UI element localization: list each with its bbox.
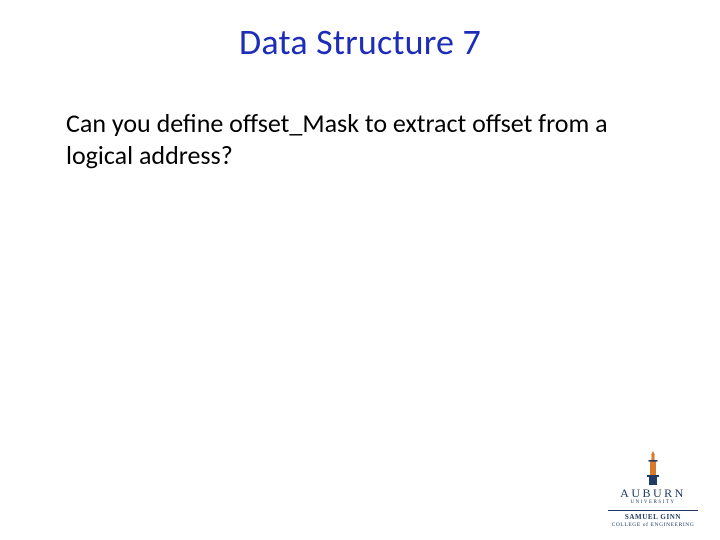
slide-title: Data Structure 7 — [0, 20, 720, 64]
tower-icon — [642, 451, 664, 485]
logo-university-sub: UNIVERSITY — [598, 500, 708, 505]
logo-divider — [608, 510, 698, 511]
university-logo: AUBURN UNIVERSITY SAMUEL GINN COLLEGE of… — [598, 451, 708, 528]
logo-college-line1: SAMUEL GINN — [598, 514, 708, 522]
slide-body-text: Can you define offset_Mask to extract of… — [66, 108, 656, 171]
logo-university-name: AUBURN — [598, 487, 708, 499]
logo-college-line2: COLLEGE of ENGINEERING — [598, 522, 708, 528]
slide: Data Structure 7 Can you define offset_M… — [0, 0, 720, 540]
